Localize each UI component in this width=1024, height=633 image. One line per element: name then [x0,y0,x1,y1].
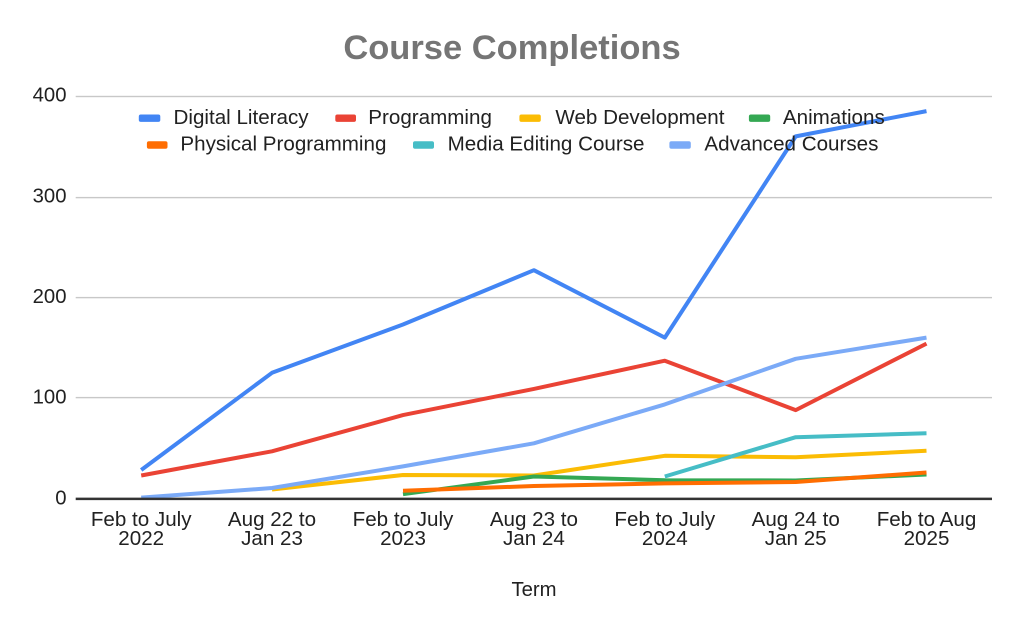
svg-text:Term: Term [511,579,556,601]
svg-text:Aug 23 to: Aug 23 to [490,508,578,531]
svg-text:100: 100 [33,387,67,409]
svg-text:2023: 2023 [380,527,426,550]
svg-text:Media Editing Course: Media Editing Course [448,133,645,156]
svg-text:Jan 23: Jan 23 [241,527,303,550]
svg-text:Web Development: Web Development [555,106,724,129]
svg-text:300: 300 [33,185,67,207]
svg-text:Advanced Courses: Advanced Courses [704,133,878,156]
svg-text:2022: 2022 [118,527,164,550]
svg-text:400: 400 [33,85,67,107]
svg-text:Digital Literacy: Digital Literacy [174,106,310,129]
svg-text:Jan 24: Jan 24 [503,527,565,550]
svg-text:Programming: Programming [368,106,492,129]
svg-text:Feb to July: Feb to July [353,508,454,531]
svg-text:Feb to July: Feb to July [91,508,192,531]
svg-text:Physical Programming: Physical Programming [180,133,386,156]
svg-text:Aug 24 to: Aug 24 to [752,508,840,531]
svg-text:Feb to Aug: Feb to Aug [877,508,977,531]
svg-text:200: 200 [33,286,67,308]
svg-text:Feb to July: Feb to July [614,508,715,531]
svg-text:Course Completions: Course Completions [343,29,680,67]
svg-text:2025: 2025 [904,527,950,550]
svg-text:0: 0 [55,487,66,509]
svg-text:Jan 25: Jan 25 [765,527,827,550]
svg-text:Aug 22 to: Aug 22 to [228,508,316,531]
svg-text:Animations: Animations [783,106,885,129]
svg-text:2024: 2024 [642,527,688,550]
